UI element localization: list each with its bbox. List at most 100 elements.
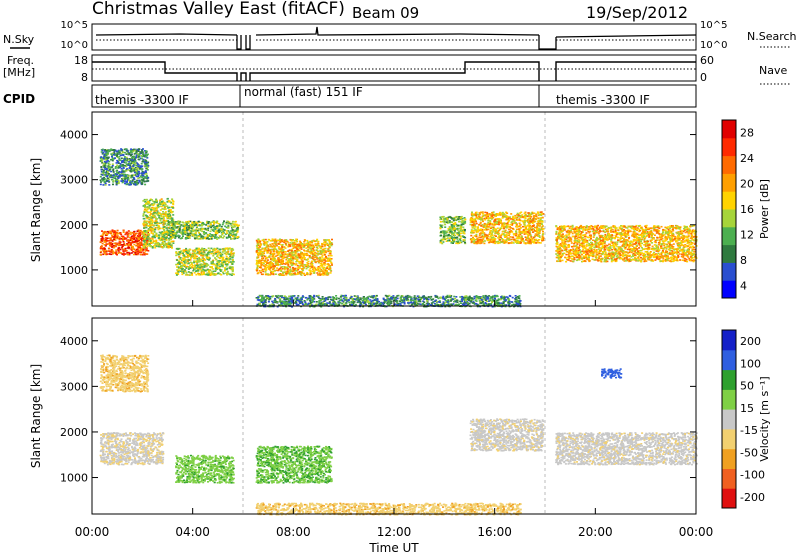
scatter-cell	[449, 227, 451, 229]
scatter-cell	[452, 233, 454, 236]
scatter-cell	[215, 230, 218, 232]
scatter-cell	[108, 169, 111, 171]
scatter-cell	[233, 224, 236, 227]
scatter-cell	[162, 238, 165, 240]
scatter-cell	[140, 238, 143, 240]
scatter-cell	[145, 174, 148, 177]
scatter-cell	[137, 164, 140, 166]
scatter-cell	[139, 243, 141, 245]
scatter-cell	[189, 261, 192, 264]
scatter-cell	[121, 165, 124, 167]
scatter-cell	[298, 249, 301, 252]
scatter-cell	[443, 221, 446, 224]
scatter-cell	[198, 231, 200, 234]
scatter-cell	[203, 231, 205, 233]
scatter-cell	[171, 244, 173, 246]
scatter-cell	[491, 214, 494, 216]
scatter-cell	[103, 241, 106, 243]
scatter-cell	[198, 256, 201, 259]
scatter-cell	[311, 250, 314, 253]
scatter-cell	[108, 230, 111, 233]
scatter-cell	[145, 231, 148, 234]
scatter-cell	[124, 237, 127, 239]
scatter-cell	[256, 269, 258, 272]
scatter-cell	[122, 164, 125, 166]
scatter-cell	[145, 151, 148, 153]
scatter-cell	[180, 265, 183, 267]
scatter-cell	[160, 198, 163, 200]
scatter-cell	[152, 207, 155, 209]
scatter-cell	[294, 251, 297, 253]
scatter-cell	[184, 264, 187, 267]
scatter-cell	[106, 253, 109, 255]
scatter-cell	[104, 234, 107, 236]
scatter-cell	[185, 267, 188, 269]
scatter-cell	[451, 228, 454, 231]
scatter-cell	[172, 200, 175, 203]
scatter-cell	[228, 267, 231, 269]
scatter-cell	[457, 231, 460, 234]
scatter-cell	[255, 259, 258, 262]
scatter-cell	[233, 230, 236, 232]
scatter-cell	[130, 168, 133, 171]
scatter-cell	[306, 273, 308, 275]
scatter-cell	[127, 159, 130, 161]
scatter-cell	[220, 256, 223, 259]
scatter-cell	[225, 268, 228, 271]
scatter-cell	[203, 223, 206, 225]
scatter-cell	[135, 151, 138, 153]
scatter-cell	[153, 211, 156, 213]
scatter-cell	[197, 269, 200, 271]
scatter-cell	[131, 169, 133, 172]
scatter-cell	[275, 243, 278, 245]
scatter-cell	[195, 226, 198, 229]
scatter-cell	[222, 271, 224, 274]
scatter-cell	[500, 238, 503, 240]
scatter-cell	[450, 242, 453, 244]
scatter-cell	[182, 225, 185, 227]
scatter-cell	[170, 240, 173, 243]
scatter-cell	[285, 258, 288, 261]
scatter-cell	[150, 230, 153, 233]
scatter-cell	[136, 230, 139, 232]
scatter-cell	[144, 150, 147, 152]
scatter-cell	[146, 161, 148, 164]
scatter-cell	[108, 184, 111, 186]
scatter-cell	[106, 158, 109, 160]
scatter-cell	[320, 268, 323, 271]
scatter-cell	[256, 268, 259, 271]
scatter-cell	[133, 253, 135, 256]
power-scatter	[99, 112, 698, 308]
scatter-cell	[101, 149, 104, 152]
scatter-cell	[99, 247, 102, 250]
scatter-cell	[323, 245, 326, 247]
scatter-cell	[151, 222, 154, 224]
scatter-cell	[324, 250, 327, 252]
scatter-cell	[323, 271, 326, 274]
scatter-cell	[161, 200, 163, 203]
scatter-cell	[200, 273, 203, 276]
scatter-cell	[157, 212, 160, 215]
scatter-cell	[217, 229, 220, 232]
scatter-cell	[171, 235, 174, 237]
station-title: Christmas Valley East (fitACF)	[92, 0, 345, 19]
scatter-cell	[123, 170, 126, 173]
scatter-cell	[183, 255, 186, 257]
scatter-cell	[510, 221, 513, 224]
scatter-cell	[106, 237, 109, 239]
scatter-cell	[172, 223, 175, 225]
scatter-cell	[260, 273, 263, 276]
scatter-cell	[110, 170, 113, 173]
scatter-cell	[185, 261, 188, 263]
scatter-cell	[135, 237, 138, 240]
scatter-cell	[537, 217, 540, 219]
scatter-cell	[296, 273, 299, 275]
scatter-cell	[167, 215, 170, 218]
scatter-cell	[190, 272, 193, 274]
scatter-cell	[122, 160, 124, 162]
scatter-cell	[139, 250, 142, 252]
scatter-cell	[105, 153, 108, 155]
scatter-cell	[126, 158, 129, 160]
scatter-cell	[288, 272, 291, 274]
